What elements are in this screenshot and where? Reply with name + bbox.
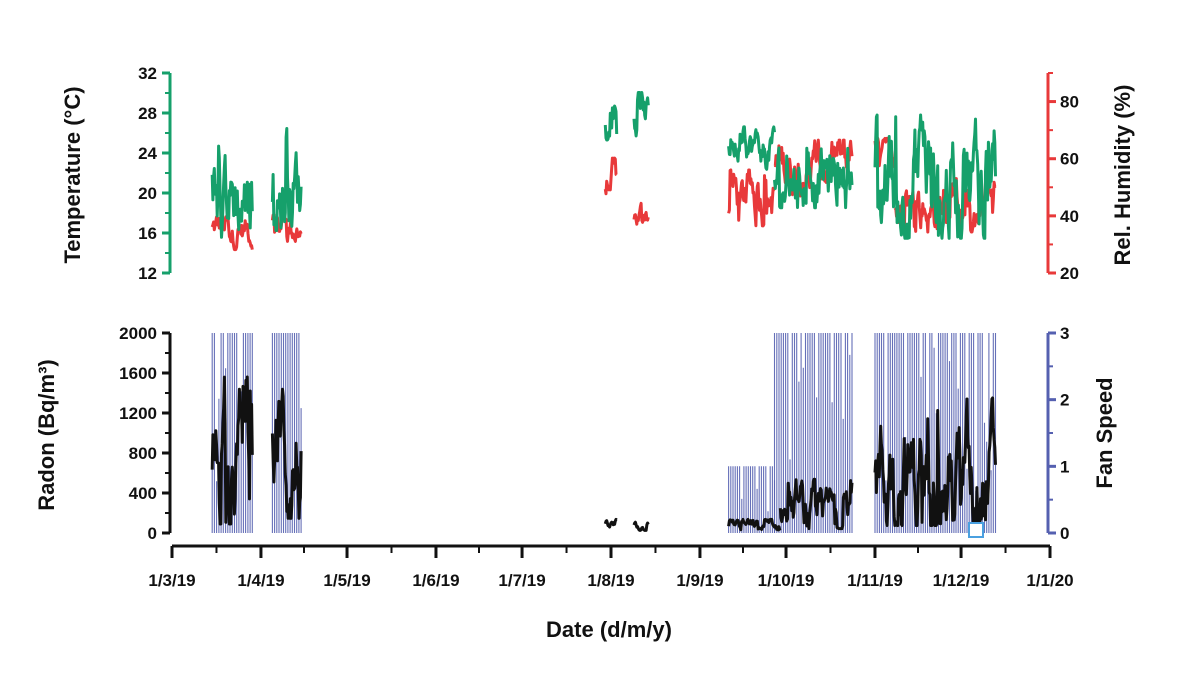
fan-speed-axis-label: Fan Speed [1092, 377, 1117, 488]
date-axis-label: Date (d/m/y) [546, 617, 672, 642]
bottom-left-tick-label-5: 2000 [119, 324, 157, 343]
radon-fan-panel: 0 400 800 1200 1600 2000 0 1 2 3 [119, 324, 1069, 543]
top-right-tick-label-0: 20 [1060, 264, 1079, 283]
bottom-fan-speed-segment-3 [773, 333, 853, 533]
x-tick-label-2: 1/5/19 [323, 571, 370, 590]
bottom-right-tick-label-3: 3 [1060, 324, 1069, 343]
temperature-axis-label: Temperature (°C) [60, 86, 85, 263]
bottom-series-0-segment-1 [270, 387, 303, 520]
bottom-series-0-segment-5 [778, 477, 854, 531]
top-series-0-segment-4 [727, 125, 776, 171]
bottom-series-0-segment-6 [873, 396, 997, 527]
x-tick-label-10: 1/1/20 [1026, 571, 1073, 590]
x-tick-label-9: 1/12/19 [933, 571, 990, 590]
bottom-right-tick-label-1: 1 [1060, 457, 1069, 476]
x-tick-label-0: 1/3/19 [148, 571, 195, 590]
top-series-1-segment-2 [603, 156, 618, 196]
top-right-tick-label-1: 40 [1060, 207, 1079, 226]
bottom-right-tick-label-0: 0 [1060, 524, 1069, 543]
bottom-left-tick-label-3: 1200 [119, 404, 157, 423]
bottom-series-0-segment-3 [632, 520, 650, 532]
bottom-left-tick-label-4: 1600 [119, 364, 157, 383]
humidity-axis-label: Rel. Humidity (%) [1110, 85, 1135, 266]
top-left-tick-label-2: 20 [138, 184, 157, 203]
x-tick-label-3: 1/6/19 [412, 571, 459, 590]
x-tick-label-4: 1/7/19 [498, 571, 545, 590]
bottom-series-0-segment-2 [603, 517, 618, 529]
x-tick-label-5: 1/8/19 [587, 571, 634, 590]
radon-axis-label: Radon (Bq/m³) [34, 359, 59, 511]
bottom-left-tick-label-1: 400 [129, 484, 157, 503]
top-series-1-segment-3 [632, 201, 650, 226]
top-series-0-segment-1 [270, 127, 303, 232]
top-left-tick-label-0: 12 [138, 264, 157, 283]
top-series-0-segment-5 [773, 146, 854, 210]
x-tick-label-8: 1/11/19 [847, 571, 903, 590]
top-series-1-segment-4 [727, 168, 776, 228]
bottom-series-0-segment-4 [727, 517, 782, 532]
bottom-marker-box [968, 522, 984, 538]
bottom-left-tick-label-2: 800 [129, 444, 157, 463]
date-x-axis: 1/3/19 1/4/19 1/5/19 1/6/19 1/7/19 1/8/19 1/9/… [148, 544, 1074, 590]
top-series-0-segment-3 [632, 91, 650, 138]
top-right-tick-label-2: 60 [1060, 150, 1079, 169]
top-left-tick-label-5: 32 [138, 64, 157, 83]
x-tick-label-7: 1/10/19 [758, 571, 815, 590]
bottom-left-tick-label-0: 0 [148, 524, 157, 543]
top-right-tick-label-3: 80 [1060, 93, 1079, 112]
top-left-tick-label-1: 16 [138, 224, 157, 243]
bottom-right-tick-label-2: 2 [1060, 391, 1069, 410]
top-left-tick-label-4: 28 [138, 104, 157, 123]
top-series-0-segment-2 [603, 104, 619, 142]
top-series-0-segment-0 [210, 144, 254, 239]
x-tick-label-1: 1/4/19 [237, 571, 284, 590]
temperature-humidity-panel: 12 16 20 24 28 32 20 40 60 80 [138, 64, 1079, 283]
x-tick-label-6: 1/9/19 [676, 571, 723, 590]
top-series-1-segment-0 [210, 213, 254, 252]
bottom-series-0-segment-0 [210, 375, 254, 526]
bottom-fan-speed-segment-2 [728, 466, 776, 533]
top-left-tick-label-3: 24 [138, 144, 157, 163]
top-series-0-segment-6 [873, 113, 997, 240]
